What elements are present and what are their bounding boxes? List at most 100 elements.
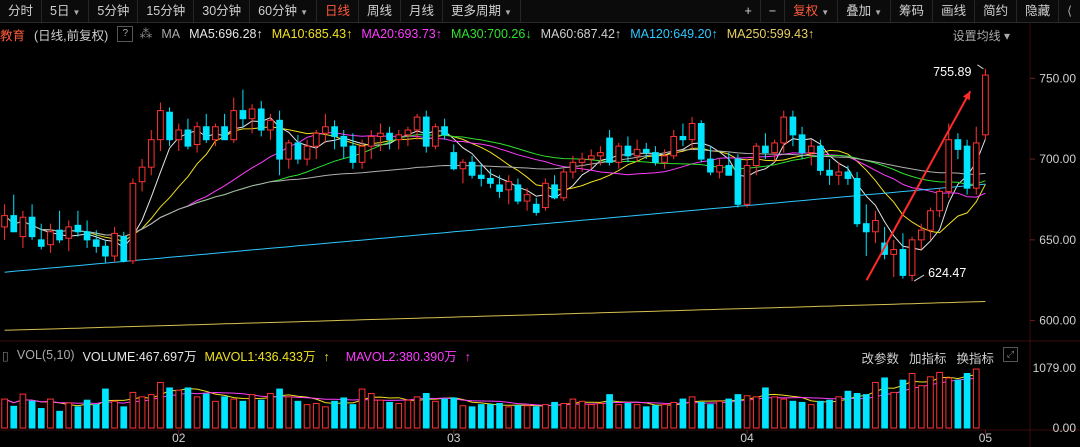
- candle: [890, 239, 898, 277]
- volume-bar: [102, 388, 109, 429]
- tool-button-5[interactable]: 画线: [933, 0, 976, 22]
- tool-button-4[interactable]: 筹码: [891, 0, 934, 22]
- volume-bar: [129, 391, 137, 429]
- candle-body: [835, 171, 843, 176]
- volume-bar: [569, 398, 577, 429]
- candle-body: [367, 135, 375, 147]
- candle-body: [496, 184, 503, 192]
- period-tab-3[interactable]: 15分钟: [138, 0, 195, 22]
- tool-button-7[interactable]: 隐藏: [1017, 0, 1060, 22]
- vol-settings-icon[interactable]: ▯: [2, 348, 9, 363]
- mavol1-line: [4, 374, 977, 407]
- candle-body: [404, 129, 412, 136]
- caret-down-icon: ▼: [874, 8, 883, 17]
- volume-bar: [771, 396, 778, 429]
- period-tab-0[interactable]: 分时: [0, 0, 43, 22]
- volume-bar: [716, 400, 723, 429]
- candle: [47, 223, 54, 253]
- candle-body: [551, 184, 558, 199]
- volume-bar: [697, 401, 705, 429]
- candle: [771, 139, 778, 163]
- volume-bar: [707, 404, 714, 429]
- ma-settings-link[interactable]: 设置均线 ▾: [952, 29, 1010, 43]
- period-tab-label: 分时: [8, 4, 34, 18]
- volume-bar: [688, 396, 696, 429]
- candle: [752, 142, 760, 176]
- tool-button-1[interactable]: −: [761, 0, 786, 22]
- period-tab-6[interactable]: 日线: [317, 0, 359, 22]
- volume-bar: [963, 373, 971, 429]
- period-tab-label: 5日: [50, 4, 70, 18]
- candle-body: [707, 158, 714, 173]
- period-tab-2[interactable]: 5分钟: [89, 0, 139, 22]
- volume-tick-label: 0.00: [1053, 421, 1077, 435]
- period-tab-4[interactable]: 30分钟: [194, 0, 251, 22]
- candle-body: [267, 119, 274, 131]
- candle: [624, 136, 632, 163]
- help-icon[interactable]: ?: [117, 26, 134, 42]
- candle-body: [826, 169, 833, 176]
- candle: [716, 159, 723, 179]
- candle-body: [221, 126, 228, 141]
- period-tab-1[interactable]: 5日 ▼: [42, 0, 90, 22]
- volume-bar: [670, 401, 678, 429]
- candle: [129, 178, 137, 265]
- volume-bar: [789, 400, 797, 429]
- candle-body: [523, 194, 531, 202]
- candle: [157, 102, 164, 151]
- period-tab-9[interactable]: 更多周期 ▼: [443, 0, 521, 22]
- vol-expand-icon[interactable]: ⤢: [1003, 347, 1018, 362]
- candle: [661, 149, 668, 169]
- candle: [688, 117, 696, 150]
- candle-body: [633, 148, 641, 157]
- candle-body: [817, 145, 824, 171]
- candle-body: [138, 166, 146, 183]
- volume-bar: [890, 391, 898, 429]
- tool-button-2[interactable]: 复权 ▼: [785, 0, 839, 22]
- candle: [881, 226, 888, 260]
- candle-body: [230, 110, 238, 141]
- volume-bar: [331, 400, 338, 429]
- period-tab-label: 5分钟: [97, 4, 130, 18]
- vol-tool-0[interactable]: 改参数: [861, 352, 899, 366]
- candle-body: [413, 116, 421, 131]
- tool-button-6[interactable]: 简约: [975, 0, 1018, 22]
- period-tab-5[interactable]: 60分钟 ▼: [250, 0, 317, 22]
- candle-body: [175, 129, 183, 141]
- volume-bar: [853, 393, 861, 429]
- period-tab-7[interactable]: 周线: [359, 0, 402, 22]
- tool-button-3[interactable]: 叠加 ▼: [838, 0, 892, 22]
- candle: [835, 162, 843, 185]
- volume-bar: [19, 393, 27, 429]
- period-tab-8[interactable]: 月线: [401, 0, 444, 22]
- candle-body: [92, 239, 100, 247]
- candle-body: [358, 145, 366, 163]
- candle: [780, 110, 788, 153]
- candle-body: [762, 145, 769, 154]
- ma-settings-icon[interactable]: ⁂: [139, 26, 153, 41]
- volume-bar: [542, 404, 549, 429]
- volume-bar: [450, 397, 458, 429]
- tool-button-0[interactable]: +: [737, 0, 761, 22]
- candle-body: [615, 145, 623, 163]
- candle: [917, 223, 925, 250]
- vol-tool-2[interactable]: 换指标: [956, 352, 994, 366]
- candle: [945, 123, 953, 198]
- candle: [340, 130, 348, 160]
- tool-button-label: −: [768, 4, 777, 18]
- volume-bar: [945, 377, 953, 429]
- candle: [441, 118, 448, 140]
- candle-body: [120, 236, 128, 262]
- candle: [936, 188, 943, 218]
- ma-value-4: MA60:687.42↑: [540, 27, 622, 41]
- ma-values: MA5:696.28↑ MA10:685.43↑ MA20:693.73↑ MA30:…: [189, 27, 823, 41]
- volume-bar: [83, 399, 91, 429]
- candle: [853, 172, 861, 227]
- candle: [367, 130, 375, 160]
- stock-name: 教育: [0, 28, 26, 43]
- candle: [560, 168, 568, 202]
- candle: [587, 149, 595, 169]
- collapse-icon[interactable]: ⟨: [1067, 4, 1072, 18]
- vol-tool-1[interactable]: 加指标: [908, 352, 947, 366]
- ma-label: MA: [161, 27, 181, 41]
